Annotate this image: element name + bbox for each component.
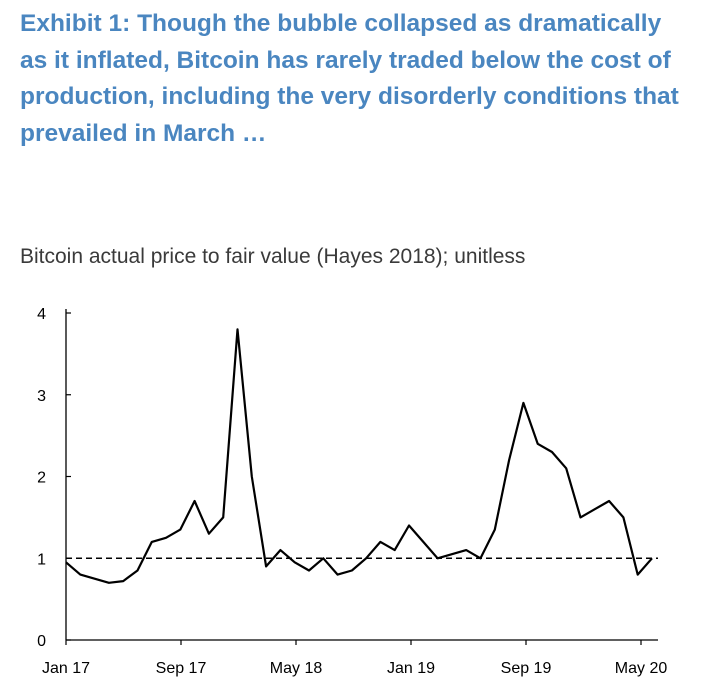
- x-tick-label: May 20: [615, 660, 668, 677]
- y-tick-label: 4: [37, 306, 46, 323]
- x-tick-label: Jan 17: [42, 660, 90, 677]
- x-tick-label: Sep 17: [156, 660, 207, 677]
- y-tick-label: 3: [37, 388, 46, 405]
- y-tick-label: 1: [37, 551, 46, 568]
- x-tick-label: Jan 19: [387, 660, 435, 677]
- tick-labels: 0 1 2 3 4 Jan 17 Sep 17 May 18 Jan 19 Sep 19 May 2…: [37, 306, 667, 677]
- y-tick-label: 2: [37, 470, 46, 487]
- series-line: [65, 328, 653, 584]
- x-tick-label: Sep 19: [501, 660, 552, 677]
- line-chart: 0 1 2 3 4 Jan 17 Sep 17 May 18 Jan 19 Sep 19 May 2…: [37, 306, 667, 677]
- x-tick-label: May 18: [270, 660, 323, 677]
- axes: [65, 309, 658, 641]
- chart-title: Exhibit 1: Though the bubble collapsed a…: [20, 10, 679, 147]
- y-tick-label: 0: [37, 633, 46, 650]
- chart-subtitle: Bitcoin actual price to fair value (Haye…: [20, 245, 526, 268]
